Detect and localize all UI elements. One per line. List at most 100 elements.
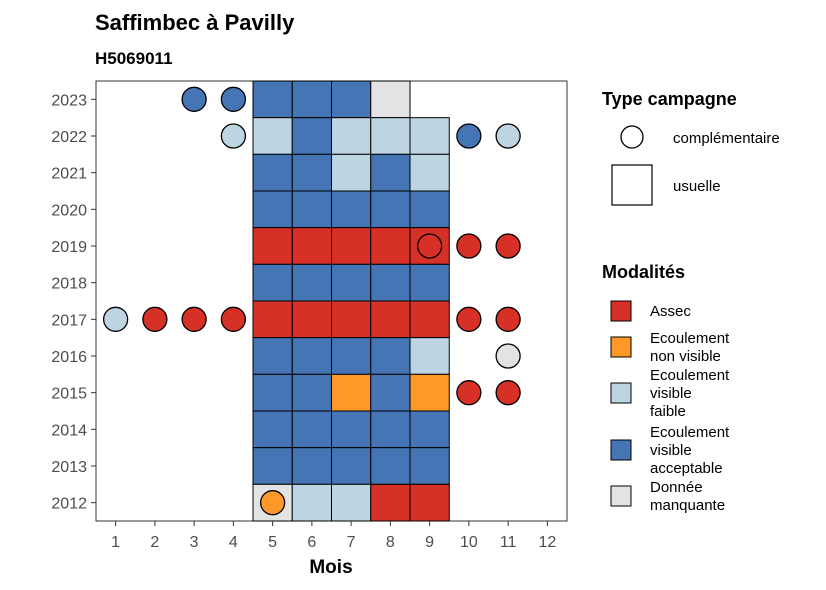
y-axis: 2012 2013 2014 2015 2016 2017 2018 2019 2020 2021…	[51, 92, 96, 513]
tile-2012-8	[370, 483, 411, 522]
tile-2015-9	[409, 373, 450, 412]
tile-2014-6	[291, 410, 332, 449]
tile-2020-9	[409, 190, 450, 229]
point-2015-10	[456, 380, 482, 406]
y-tick-label-2021: 2021	[51, 166, 87, 183]
y-tick-label-2019: 2019	[51, 239, 87, 256]
legend-label-modalite-3: Ecoulement visible faible	[650, 367, 730, 420]
x-tick-label-4: 4	[229, 534, 238, 551]
tile-2020-8	[370, 190, 411, 229]
tile-2013-5	[252, 447, 293, 485]
tile-2019-5	[252, 227, 293, 265]
tile-2014-9	[409, 410, 450, 449]
point-2022-11	[495, 123, 521, 149]
tile-2020-6	[291, 190, 332, 229]
tile-2021-8	[370, 153, 411, 192]
tile-2013-6	[291, 447, 332, 485]
tile-2015-7	[331, 373, 372, 412]
tile-2022-6	[291, 117, 332, 155]
tile-2016-5	[252, 337, 293, 375]
tile-2012-9	[409, 483, 450, 522]
legend-label-modalite-5: Donnée manquante	[650, 479, 725, 514]
complementaire-points	[102, 86, 521, 516]
legend-modalites-title: Modalités	[602, 262, 685, 282]
legend-label-modalite-4: Ecoulement visible acceptable	[650, 424, 730, 477]
tile-2021-9	[409, 153, 450, 192]
point-2017-10	[456, 306, 482, 332]
tile-2023-8	[370, 80, 411, 119]
tile-2017-9	[409, 300, 450, 339]
tile-2023-6	[291, 80, 332, 119]
tile-2012-7	[331, 483, 372, 522]
y-tick-label-2017: 2017	[51, 312, 87, 329]
x-axis: 1 2 3 4 5 6 7 8 9 10 11 12	[111, 521, 556, 551]
tile-2013-7	[331, 447, 372, 485]
tile-2014-8	[370, 410, 411, 449]
tile-2017-8	[370, 300, 411, 339]
legend-key-usuelle	[611, 164, 653, 206]
point-2023-3	[181, 86, 207, 112]
point-2017-2	[142, 306, 168, 332]
point-2017-4	[220, 306, 247, 332]
tile-2022-9	[409, 117, 450, 155]
y-tick-label-2020: 2020	[51, 202, 87, 219]
tile-2021-7	[331, 153, 372, 192]
x-tick-label-12: 12	[538, 534, 556, 551]
legend-type-title: Type campagne	[602, 89, 737, 109]
tile-2017-7	[331, 300, 372, 339]
tile-2018-9	[409, 263, 450, 302]
point-2017-3	[181, 306, 207, 332]
tile-2023-7	[331, 80, 372, 119]
tile-2022-7	[331, 117, 372, 155]
tile-2021-5	[252, 153, 293, 192]
point-2015-11	[495, 380, 521, 406]
legend-label-modalite-2: Ecoulement non visible	[650, 330, 730, 365]
point-2022-4	[220, 123, 247, 149]
legend-key-modalite-2	[610, 336, 632, 358]
legend-key-modalite-5	[610, 485, 632, 507]
y-tick-label-2013: 2013	[51, 459, 87, 476]
y-tick-label-2023: 2023	[51, 92, 87, 109]
tile-2018-7	[331, 263, 372, 302]
tile-2016-8	[370, 337, 411, 375]
tile-2016-6	[291, 337, 332, 375]
tile-2017-6	[291, 300, 332, 339]
x-tick-label-3: 3	[190, 534, 199, 551]
x-tick-label-7: 7	[347, 534, 356, 551]
y-tick-label-2014: 2014	[51, 422, 87, 439]
x-tick-label-1: 1	[111, 534, 120, 551]
tile-2014-5	[252, 410, 293, 449]
tile-2022-5	[252, 117, 293, 155]
tile-2022-8	[370, 117, 411, 155]
tile-2014-7	[331, 410, 372, 449]
tile-2015-5	[252, 373, 293, 412]
point-2017-11	[495, 306, 521, 332]
tile-2018-8	[370, 263, 411, 302]
x-tick-label-11: 11	[500, 534, 517, 551]
point-2023-4	[220, 86, 247, 112]
x-tick-label-2: 2	[150, 534, 159, 551]
legend-key-complementaire	[620, 125, 644, 149]
tile-2019-8	[370, 227, 411, 265]
point-2019-10	[456, 233, 482, 259]
tile-2019-6	[291, 227, 332, 265]
legend-label-complementaire: complémentaire	[673, 130, 780, 147]
point-2019-9	[416, 233, 443, 259]
tile-2013-8	[370, 447, 411, 485]
tile-2023-5	[252, 80, 293, 119]
x-tick-label-9: 9	[425, 534, 434, 551]
tile-2016-9	[409, 337, 450, 375]
point-2017-1	[102, 306, 129, 332]
x-tick-label-8: 8	[386, 534, 395, 551]
x-tick-label-6: 6	[307, 534, 316, 551]
tile-2017-5	[252, 300, 293, 339]
tile-2018-5	[252, 263, 293, 302]
tile-2013-9	[409, 447, 450, 485]
tile-2015-6	[291, 373, 332, 412]
y-tick-label-2012: 2012	[51, 496, 87, 513]
y-tick-label-2018: 2018	[51, 276, 87, 293]
tile-2012-6	[291, 483, 332, 522]
tile-2020-5	[252, 190, 293, 229]
legend-key-modalite-1	[610, 300, 632, 322]
